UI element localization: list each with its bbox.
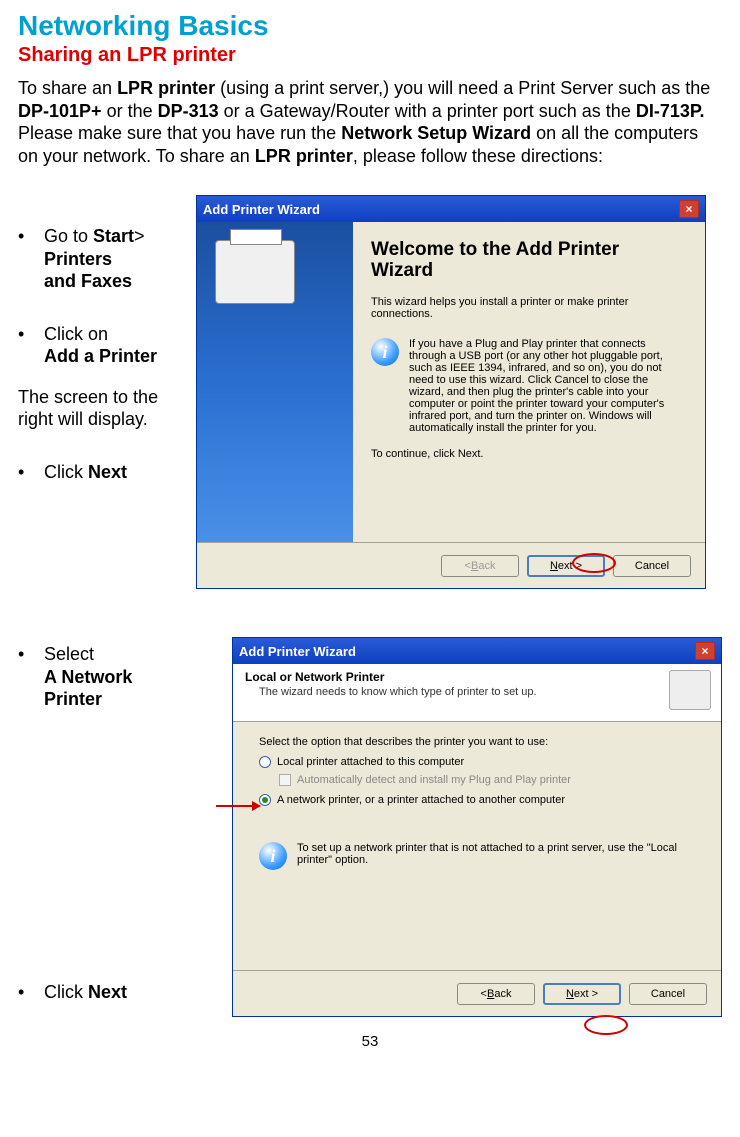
dialog-prompt-text: Select the option that describes the pri… — [259, 736, 695, 748]
button-label: ext > — [574, 988, 598, 1000]
next-button[interactable]: Next > — [543, 983, 621, 1005]
dialog-sub-heading: Local or Network Printer — [245, 670, 709, 684]
checkbox-auto-detect: Automatically detect and install my Plug… — [279, 774, 695, 786]
bullet-bold: Add a Printer — [44, 346, 157, 366]
intro-text: or a Gateway/Router with a printer port … — [219, 101, 636, 121]
instruction-text: The screen to the right will display. — [18, 386, 196, 431]
intro-bold: Network Setup Wizard — [341, 123, 531, 143]
dialog-title: Add Printer Wizard — [239, 644, 356, 659]
back-button[interactable]: < Back — [441, 555, 519, 577]
instructions-col-1: • Go to Start> Printers and Faxes • Clic… — [18, 195, 196, 589]
intro-text: or the — [102, 101, 158, 121]
intro-text: Please make sure that you have run the — [18, 123, 341, 143]
dialog-title: Add Printer Wizard — [203, 202, 320, 217]
dialog-lead-text: This wizard helps you install a printer … — [371, 296, 685, 320]
instructions-col-2: • Select A Network Printer • Click Next — [18, 637, 202, 1017]
intro-bold: DP-313 — [158, 101, 219, 121]
intro-bold: DP-101P+ — [18, 101, 102, 121]
checkbox-label: utomatically detect and install my Plug … — [304, 774, 571, 786]
button-label: B — [471, 560, 478, 572]
info-icon: i — [371, 338, 399, 366]
bullet-marker: • — [18, 981, 44, 1004]
radio-icon — [259, 756, 271, 768]
add-printer-wizard-dialog-2: Add Printer Wizard × Local or Network Pr… — [232, 637, 722, 1017]
dialog-sub-header: Local or Network Printer The wizard need… — [233, 664, 721, 722]
back-button[interactable]: < Back — [457, 983, 535, 1005]
printer-icon — [215, 240, 295, 304]
intro-text: (using a print server,) you will need a … — [215, 78, 710, 98]
intro-text: To share an — [18, 78, 117, 98]
printer-icon — [669, 670, 711, 710]
annotation-circle-icon — [572, 553, 616, 573]
annotation-circle-icon — [584, 1015, 628, 1035]
dialog-button-bar: < Back Next > Cancel — [197, 542, 705, 588]
bullet-bold: Next — [88, 982, 127, 1002]
button-label: B — [487, 988, 494, 1000]
radio-network-printer[interactable]: A network printer, or a printer attached… — [259, 794, 695, 806]
page-number: 53 — [18, 1033, 722, 1050]
bullet-item: • Go to Start> Printers and Faxes — [18, 225, 196, 293]
dialog-continue-text: To continue, click Next. — [371, 448, 685, 460]
info-icon: i — [259, 842, 287, 870]
bullet-item: • Click on Add a Printer — [18, 323, 196, 368]
radio-label: A n — [277, 794, 293, 806]
add-printer-wizard-dialog-1: Add Printer Wizard × Welcome to the Add … — [196, 195, 706, 589]
button-label: N — [566, 988, 574, 1000]
checkbox-icon — [279, 774, 291, 786]
dialog-content: Welcome to the Add Printer Wizard This w… — [353, 222, 705, 542]
annotation-arrow-icon — [216, 805, 260, 807]
dialog-button-bar: < Back Next > Cancel — [233, 970, 721, 1016]
intro-paragraph: To share an LPR printer (using a print s… — [18, 77, 722, 167]
close-button[interactable]: × — [695, 642, 715, 660]
bullet-text: Click on — [44, 324, 108, 344]
dialog-content: Select the option that describes the pri… — [233, 722, 721, 884]
dialog-titlebar[interactable]: Add Printer Wizard × — [197, 196, 705, 222]
bullet-bold: Start — [93, 226, 134, 246]
bullet-bold: A Network — [44, 667, 132, 687]
radio-label: twork printer, or a printer attached to … — [299, 794, 565, 806]
dialog-titlebar[interactable]: Add Printer Wizard × — [233, 638, 721, 664]
bullet-bold: Printer — [44, 689, 102, 709]
dialog-info-text: If you have a Plug and Play printer that… — [409, 338, 685, 434]
bullet-bold: Next — [88, 462, 127, 482]
bullet-item: • Click Next — [18, 461, 196, 484]
page-title-main: Networking Basics — [18, 10, 722, 42]
bullet-marker: • — [18, 225, 44, 293]
bullet-text: > — [134, 226, 145, 246]
dialog-side-banner — [197, 222, 353, 542]
bullet-bold: Printers — [44, 249, 112, 269]
bullet-text: Click — [44, 462, 88, 482]
button-label: ack — [494, 988, 511, 1000]
page-title-sub: Sharing an LPR printer — [18, 44, 722, 67]
dialog-info-text: To set up a network printer that is not … — [297, 842, 695, 870]
bullet-text: Select — [44, 644, 94, 664]
cancel-button[interactable]: Cancel — [629, 983, 707, 1005]
close-button[interactable]: × — [679, 200, 699, 218]
bullet-item: • Select A Network Printer — [18, 643, 202, 711]
button-label: ack — [478, 560, 495, 572]
bullet-marker: • — [18, 461, 44, 484]
bullet-bold: and Faxes — [44, 271, 132, 291]
bullet-text: Click — [44, 982, 88, 1002]
bullet-marker: • — [18, 643, 44, 711]
radio-label: ocal printer attached to this computer — [283, 756, 464, 768]
intro-text: , please follow these directions: — [353, 146, 603, 166]
bullet-item: • Click Next — [18, 981, 202, 1004]
intro-bold: LPR printer — [255, 146, 353, 166]
dialog-heading: Welcome to the Add Printer Wizard — [371, 240, 685, 282]
dialog-sub-desc: The wizard needs to know which type of p… — [259, 686, 709, 698]
cancel-button[interactable]: Cancel — [613, 555, 691, 577]
intro-bold: DI-713P. — [636, 101, 705, 121]
bullet-text: Go to — [44, 226, 93, 246]
radio-local-printer[interactable]: Local printer attached to this computer — [259, 756, 695, 768]
bullet-marker: • — [18, 323, 44, 368]
button-label: N — [550, 560, 558, 572]
intro-bold: LPR printer — [117, 78, 215, 98]
